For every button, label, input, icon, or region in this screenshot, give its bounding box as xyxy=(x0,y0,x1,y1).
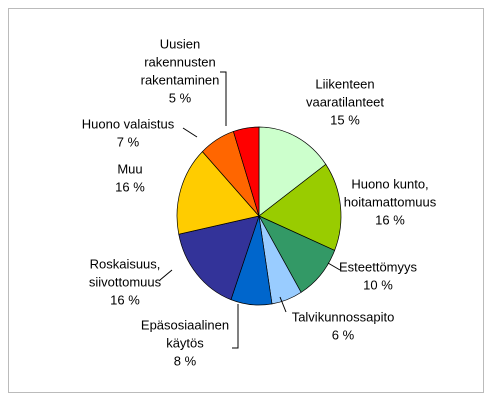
slice-value-label: 10 % xyxy=(363,277,393,292)
slice-label: siivottomuus xyxy=(89,274,162,289)
pie-slice xyxy=(232,126,260,217)
slice-value-label: 16 % xyxy=(115,179,145,194)
slice-value-label: 5 % xyxy=(169,90,192,105)
pie-slice xyxy=(176,151,260,235)
slice-label: käytös xyxy=(166,335,204,350)
slice-label: Liikenteen xyxy=(315,76,374,91)
pie-slice xyxy=(178,215,260,301)
slice-value-label: 15 % xyxy=(330,112,360,127)
slice-label: rakennusten xyxy=(144,54,216,69)
pie-slice xyxy=(258,163,342,251)
leader-line xyxy=(220,71,227,126)
leader-line xyxy=(279,296,287,313)
slice-label: Roskaisuus, xyxy=(90,256,161,271)
slice-label: hoitamattomuus xyxy=(344,194,437,209)
slice-label: Epäsosiaalinen xyxy=(141,317,229,332)
slice-value-label: 7 % xyxy=(117,134,140,149)
slice-label: Muu xyxy=(117,161,142,176)
slice-label: Esteettömyys xyxy=(339,259,418,274)
slice-label: vaaratilanteet xyxy=(306,94,384,109)
slice-value-label: 16 % xyxy=(110,292,140,307)
leader-line xyxy=(232,304,239,349)
slice-label: Uusien xyxy=(160,36,200,51)
leader-line xyxy=(159,269,173,281)
leader-line xyxy=(182,127,198,138)
slice-value-label: 6 % xyxy=(332,327,355,342)
slice-value-label: 16 % xyxy=(375,212,405,227)
slice-label: Huono valaistus xyxy=(82,116,175,131)
slice-label: Huono kunto, xyxy=(351,176,428,191)
slice-value-label: 8 % xyxy=(174,353,197,368)
slice-label: rakentaminen xyxy=(141,72,220,87)
leader-line xyxy=(327,262,341,271)
slice-label: Talvikunnossapito xyxy=(292,309,395,324)
pie-slice xyxy=(258,126,327,217)
